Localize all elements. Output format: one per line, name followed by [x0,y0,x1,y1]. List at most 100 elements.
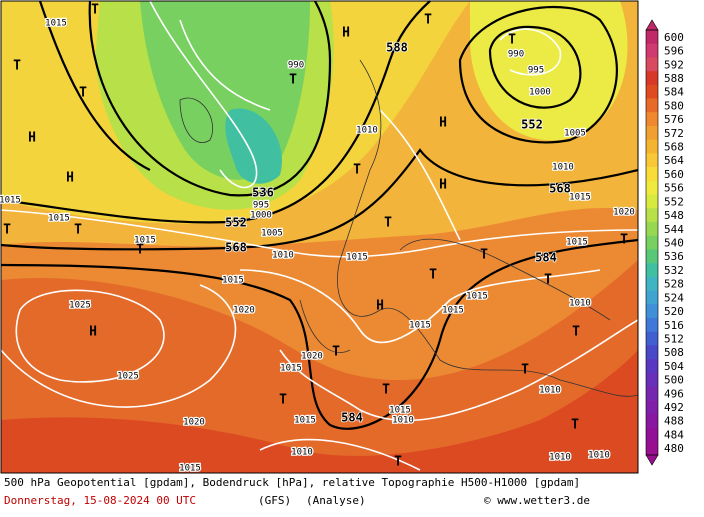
colorbar-label: 516 [664,319,684,332]
isobar-label: 1015 [134,236,156,246]
colorbar-swatch [646,359,658,374]
colorbar-label: 508 [664,346,684,359]
pressure-center: T [13,59,21,74]
colorbar-swatch [646,290,658,305]
colorbar-label: 520 [664,305,684,318]
isobar-label: 1015 [389,406,411,416]
height-label: 568 [225,241,247,255]
isobar-label: 1010 [356,126,378,136]
colorbar-swatch [646,249,658,264]
pressure-center: T [544,273,552,288]
colorbar-swatch [646,194,658,209]
pressure-center: T [429,268,437,283]
isobar-label: 1015 [0,196,21,206]
isobar-label: 1015 [222,276,244,286]
colorbar-swatch [646,386,658,401]
isobar-label: 1015 [409,321,431,331]
pressure-center: H [89,325,97,340]
height-label: 584 [535,251,557,265]
colorbar-swatch [646,30,658,45]
pressure-center: T [79,86,87,101]
colorbar-label: 496 [664,387,684,400]
colorbar-label: 564 [664,154,684,167]
colorbar-label: 492 [664,401,684,414]
isobar-label: 1020 [301,352,323,362]
colorbar-swatch [646,427,658,442]
pressure-center: T [353,163,361,178]
isobar-label: 990 [288,61,304,71]
colorbar-label: 588 [664,72,684,85]
colorbar-swatch [646,263,658,278]
pressure-center: T [384,216,392,231]
colorbar-label: 548 [664,209,684,222]
colorbar-swatch [646,167,658,182]
isobar-label: 1005 [564,129,586,139]
colorbar-swatch [646,372,658,387]
isobar-label: 1015 [566,238,588,248]
isobar-label: 1015 [346,253,368,263]
colorbar-label: 596 [664,45,684,58]
footer-date: Donnerstag, 15-08-2024 00 UTC [4,494,196,507]
zone-cyan [225,108,282,184]
pressure-center: T [136,243,144,258]
isobar-label: 1015 [466,292,488,302]
footer-credit: © www.wetter3.de [484,494,590,507]
colorbar-label: 592 [664,58,684,71]
isobar-label: 1010 [549,453,571,463]
footer-model: (GFS) [258,494,291,507]
colorbar-label: 532 [664,264,684,277]
isobar-label: 1010 [569,299,591,309]
colorbar-label: 528 [664,278,684,291]
colorbar-swatch [646,413,658,428]
colorbar-label: 560 [664,168,684,181]
zone-orange-red [1,260,638,473]
pressure-center: H [28,131,36,146]
pressure-center: H [439,178,447,193]
colorbar-label: 556 [664,182,684,195]
footer-run: (Analyse) [306,494,366,507]
zone-red [1,350,638,473]
pressure-center: H [66,171,74,186]
colorbar-label: 584 [664,86,684,99]
isobar-label: 1015 [45,19,67,29]
pressure-center: T [394,455,402,470]
colorbar-label: 568 [664,141,684,154]
colorbar-swatch [646,43,658,58]
colorbar-label: 580 [664,99,684,112]
isobar-label: 995 [253,201,269,211]
colorbar-label: 576 [664,113,684,126]
coastlines [179,59,639,397]
colorbar-label: 536 [664,250,684,263]
colorbar-label: 488 [664,415,684,428]
height-label: 588 [386,41,408,55]
pressure-center: T [521,363,529,378]
isobars [0,0,639,471]
colorbar-label: 480 [664,442,684,455]
colorbar-swatch [646,71,658,86]
isobar-label: 1010 [272,251,294,261]
pressure-center: T [572,325,580,340]
pressure-center: T [508,33,516,48]
colorbar-frame [645,29,659,456]
isobar-label: 995 [528,66,544,76]
footer-title: 500 hPa Geopotential [gpdam], Bodendruck… [4,476,580,489]
colorbar-label: 512 [664,332,684,345]
colorbar-label: 484 [664,428,684,441]
colorbar-swatch [646,208,658,223]
pressure-center: H [342,26,350,41]
colorbar-swatch [646,304,658,319]
colorbar-label: 540 [664,237,684,250]
colorbar-swatch [646,57,658,72]
colorbar-label: 600 [664,31,684,44]
colorbar-swatch [646,139,658,154]
pressure-center: T [279,393,287,408]
isobar-label: 1015 [442,306,464,316]
colorbar-swatch [646,84,658,99]
isobar-label: 1020 [613,208,635,218]
pressure-center: T [571,418,579,433]
colorbar-label: 544 [664,223,684,236]
colorbar-swatch [646,441,658,456]
pressure-center: T [3,223,11,238]
isobar-label: 1005 [261,229,283,239]
pressure-center: H [439,116,447,131]
